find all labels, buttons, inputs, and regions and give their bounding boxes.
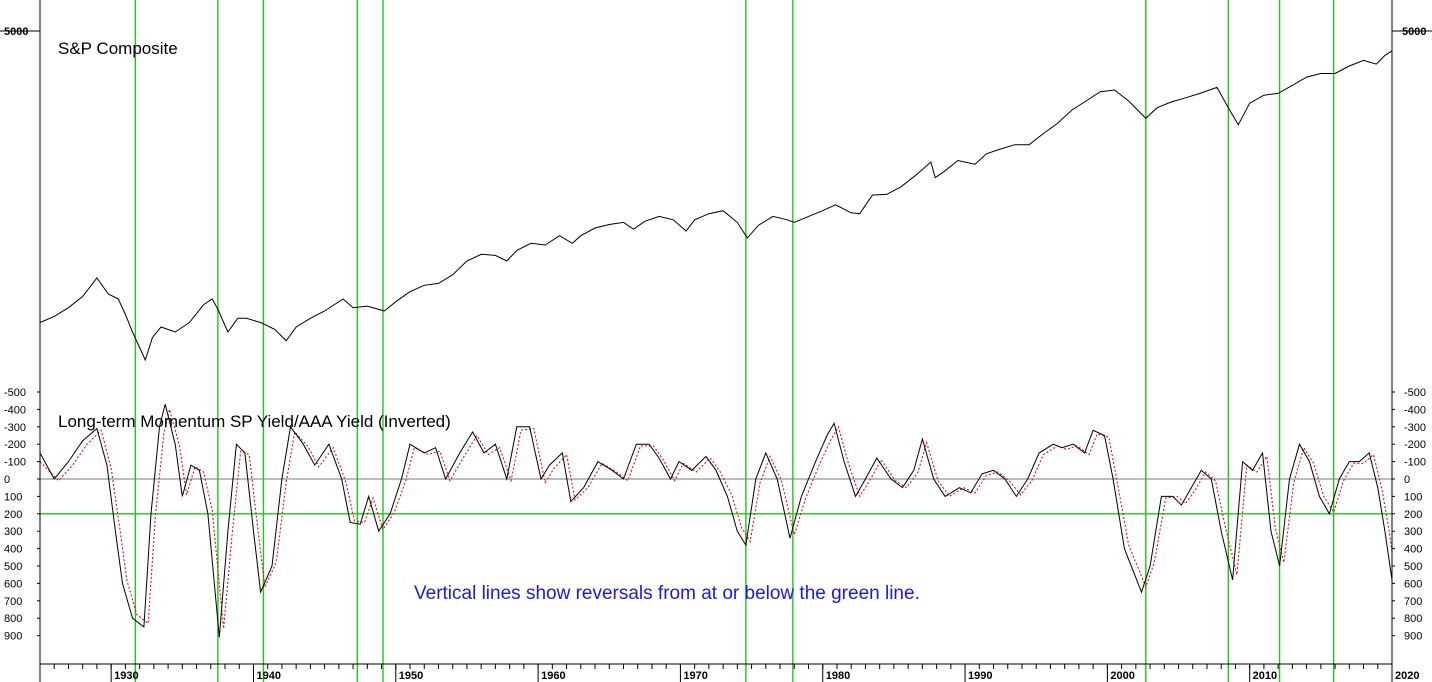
- grid-layer: [40, 0, 1392, 682]
- y-tick-label-right: -400: [1404, 404, 1426, 416]
- y-tick-label-left: -300: [4, 422, 26, 434]
- y-tick-label-right: 400: [1404, 544, 1422, 556]
- y-tick-label-left: -100: [4, 457, 26, 469]
- y-tick-label-right: 100: [1404, 491, 1422, 503]
- x-tick-label: 2010: [1253, 670, 1277, 682]
- top-y-tick-label-right: 5000: [1402, 26, 1426, 38]
- y-tick-label-left: 800: [4, 613, 22, 625]
- x-tick-label: 1940: [256, 670, 280, 682]
- x-tick-label: 2000: [1110, 670, 1134, 682]
- x-tick-label: 1930: [114, 670, 138, 682]
- x-tick-label: 1990: [968, 670, 992, 682]
- y-tick-label-left: 0: [4, 474, 10, 486]
- x-tick-label: 1950: [399, 670, 423, 682]
- signal-line: [39, 409, 1393, 629]
- y-tick-label-left: 100: [4, 491, 22, 503]
- sp-composite-line: [39, 50, 1393, 362]
- y-tick-label-right: 800: [1404, 613, 1422, 625]
- x-tick-label: 1960: [541, 670, 565, 682]
- bottom-panel-title: Long-term Momentum SP Yield/AAA Yield (I…: [58, 412, 451, 431]
- y-tick-label-left: 600: [4, 578, 22, 590]
- x-tick-label: 1980: [826, 670, 850, 682]
- y-tick-label-left: -200: [4, 439, 26, 451]
- y-tick-label-right: -200: [1404, 439, 1426, 451]
- y-tick-label-left: 400: [4, 544, 22, 556]
- y-tick-label-left: 300: [4, 526, 22, 538]
- y-tick-label-right: 300: [1404, 526, 1422, 538]
- y-tick-label-right: -500: [1404, 387, 1426, 399]
- lines-layer: [39, 50, 1393, 638]
- y-tick-label-right: 0: [1404, 474, 1410, 486]
- y-tick-label-left: -400: [4, 404, 26, 416]
- labels-layer: S&P Composite Long-term Momentum SP Yiel…: [58, 39, 920, 604]
- top-y-tick-label-left: 5000: [4, 26, 28, 38]
- x-tick-label: 1970: [683, 670, 707, 682]
- y-tick-label-right: -300: [1404, 422, 1426, 434]
- annotation-note: Vertical lines show reversals from at or…: [414, 583, 920, 604]
- y-tick-label-right: 500: [1404, 561, 1422, 573]
- y-tick-label-right: 900: [1404, 631, 1422, 643]
- y-tick-label-left: 700: [4, 596, 22, 608]
- y-tick-label-right: -100: [1404, 457, 1426, 469]
- y-tick-label-right: 200: [1404, 509, 1422, 521]
- top-panel-title: S&P Composite: [58, 39, 178, 58]
- y-tick-label-left: -500: [4, 387, 26, 399]
- y-tick-label-right: 600: [1404, 578, 1422, 590]
- x-tick-label: 2020: [1395, 670, 1419, 682]
- y-tick-label-left: 200: [4, 509, 22, 521]
- y-tick-label-right: 700: [1404, 596, 1422, 608]
- momentum-line: [39, 404, 1393, 638]
- y-tick-label-left: 900: [4, 631, 22, 643]
- y-tick-label-left: 500: [4, 561, 22, 573]
